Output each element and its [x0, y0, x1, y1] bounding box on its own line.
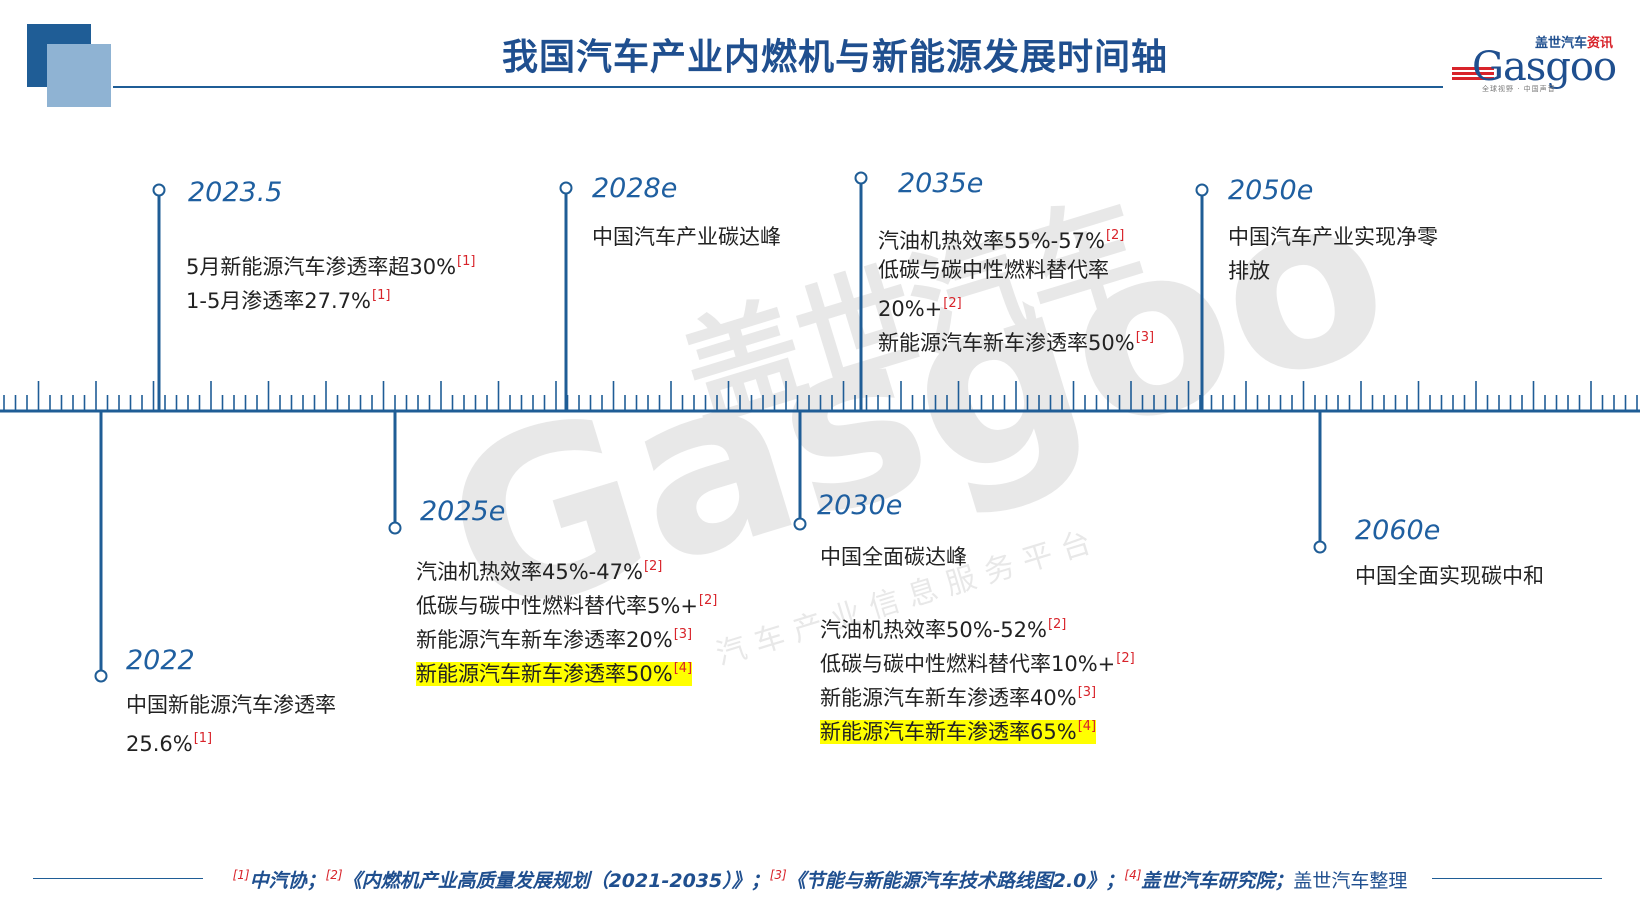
marker-e2035	[854, 171, 868, 185]
event-line: 新能源汽车新车渗透率40%[3]	[820, 676, 1135, 710]
event-line-text: 新能源汽车新车渗透率40%[3]	[820, 685, 1097, 710]
event-text-2028e: 中国汽车产业碳达峰	[592, 220, 781, 254]
logo-en-text: Gasgoo	[1472, 44, 1617, 90]
reference-marker: [4]	[673, 661, 693, 676]
event-line-text: 中国汽车产业实现净零	[1228, 225, 1438, 249]
reference-marker: [4]	[1077, 719, 1097, 734]
reference-marker: [1]	[193, 731, 213, 746]
event-line: 5月新能源汽车渗透率超30%[1]	[186, 245, 475, 279]
marker-e2060	[1313, 540, 1327, 554]
event-line-text: 新能源汽车新车渗透率50%[4]	[416, 661, 693, 686]
event-line: 排放	[1228, 254, 1438, 288]
reference-marker: [3]	[1077, 685, 1097, 700]
event-line: 低碳与碳中性燃料替代率10%+[2]	[820, 642, 1135, 676]
event-line: 低碳与碳中性燃料替代率5%+[2]	[416, 584, 717, 618]
event-line-text: 新能源汽车新车渗透率50%[3]	[878, 330, 1155, 355]
marker-e2050	[1195, 183, 1209, 197]
event-line: 新能源汽车新车渗透率50%[3]	[878, 321, 1154, 355]
logo-slogan: 全球视野 · 中国声音	[1482, 85, 1556, 93]
event-line: 25.6%[1]	[126, 722, 336, 756]
event-line: 中国汽车产业碳达峰	[592, 220, 781, 254]
event-line-text: 低碳与碳中性燃料替代率10%+[2]	[820, 651, 1135, 676]
event-line-text: 中国汽车产业碳达峰	[592, 225, 781, 249]
reference-marker: [2]	[698, 593, 718, 608]
gasgoo-logo: 盖世汽车资讯 Gasgoo 全球视野 · 中国声音	[1450, 26, 1625, 96]
event-line	[820, 574, 1135, 608]
event-line: 中国全面实现碳中和	[1355, 559, 1544, 593]
event-line: 新能源汽车新车渗透率50%[4]	[416, 652, 717, 686]
year-label-2025e: 2025e	[420, 496, 506, 527]
source-footer: [1]中汽协；[2]《内燃机产业高质量发展规划（2021-2035）》；[3]《…	[232, 868, 1408, 892]
event-line-text: 新能源汽车新车渗透率65%[4]	[820, 719, 1097, 744]
event-line: 中国全面碳达峰	[820, 540, 1135, 574]
event-line-text: 5月新能源汽车渗透率超30%[1]	[186, 254, 476, 279]
event-line: 低碳与碳中性燃料替代率	[878, 253, 1154, 287]
year-label-2028e: 2028e	[592, 173, 678, 204]
reference-marker: [1]	[372, 288, 391, 303]
event-line-text: 25.6%[1]	[126, 731, 213, 756]
marker-e2022	[94, 669, 108, 683]
footer-rule-left	[33, 878, 203, 879]
event-text-2025e: 汽油机热效率45%-47%[2] 低碳与碳中性燃料替代率5%+[2] 新能源汽车新车…	[416, 550, 717, 686]
footer-rule-right	[1432, 878, 1602, 879]
event-line-text: 20%+[2]	[878, 296, 962, 321]
year-label-2022: 2022	[126, 645, 195, 676]
reference-marker: [2]	[1047, 617, 1067, 632]
logo-cn-text: 盖世汽车资讯	[1534, 36, 1613, 51]
title-underline	[113, 86, 1443, 88]
event-line: 新能源汽车新车渗透率20%[3]	[416, 618, 717, 652]
event-line: 汽油机热效率45%-47%[2]	[416, 550, 717, 584]
reference-marker: [3]	[1135, 330, 1155, 345]
event-line: 中国汽车产业实现净零	[1228, 220, 1438, 254]
reference-marker: [2]	[943, 296, 962, 311]
event-text-2035e: 汽油机热效率55%-57%[2] 低碳与碳中性燃料替代率 20%+[2] 新能源汽车新…	[878, 219, 1154, 355]
year-label-2060e: 2060e	[1355, 515, 1441, 546]
reference-marker: [1]	[457, 254, 476, 269]
year-label-2035e: 2035e	[898, 168, 984, 199]
reference-marker: [3]	[673, 627, 693, 642]
event-line-text: 中国全面碳达峰	[820, 545, 967, 569]
event-line: 汽油机热效率55%-57%[2]	[878, 219, 1154, 253]
marker-e20235	[152, 183, 166, 197]
event-line: 新能源汽车新车渗透率65%[4]	[820, 710, 1135, 744]
event-text-2060e: 中国全面实现碳中和	[1355, 559, 1544, 593]
event-text-2022: 中国新能源汽车渗透率 25.6%[1]	[126, 688, 336, 756]
event-line-text: 中国全面实现碳中和	[1355, 564, 1544, 588]
year-label-2050e: 2050e	[1228, 175, 1314, 206]
logo-stripes	[1452, 67, 1494, 81]
event-text-2023-5: 5月新能源汽车渗透率超30%[1] 1-5月渗透率27.7%[1]	[186, 245, 475, 313]
event-line-text: 排放	[1228, 259, 1270, 283]
marker-e2030	[793, 517, 807, 531]
event-line-text: 汽油机热效率50%-52%[2]	[820, 617, 1067, 642]
event-line: 中国新能源汽车渗透率	[126, 688, 336, 722]
reference-marker: [2]	[1116, 651, 1135, 666]
event-line-text: 低碳与碳中性燃料替代率	[878, 258, 1109, 282]
event-line: 20%+[2]	[878, 287, 1154, 321]
event-line: 1-5月渗透率27.7%[1]	[186, 279, 475, 313]
event-line-text: 1-5月渗透率27.7%[1]	[186, 288, 391, 313]
marker-e2028	[559, 181, 573, 195]
event-line-text: 低碳与碳中性燃料替代率5%+[2]	[416, 593, 718, 618]
reference-marker: [2]	[643, 559, 663, 574]
year-label-2023-5: 2023.5	[188, 177, 283, 208]
event-text-2050e: 中国汽车产业实现净零 排放	[1228, 220, 1438, 288]
reference-marker: [2]	[1105, 228, 1125, 243]
marker-e2025	[388, 521, 402, 535]
event-line-text: 新能源汽车新车渗透率20%[3]	[416, 627, 693, 652]
year-label-2030e: 2030e	[817, 490, 903, 521]
corner-block-light	[47, 44, 111, 107]
event-line: 汽油机热效率50%-52%[2]	[820, 608, 1135, 642]
event-line-text: 汽油机热效率55%-57%[2]	[878, 228, 1125, 253]
event-line-text: 汽油机热效率45%-47%[2]	[416, 559, 663, 584]
event-text-2030e: 中国全面碳达峰汽油机热效率50%-52%[2] 低碳与碳中性燃料替代率10%+[2…	[820, 540, 1135, 744]
page-title: 我国汽车产业内燃机与新能源发展时间轴	[501, 37, 1168, 78]
event-line-text: 中国新能源汽车渗透率	[126, 693, 336, 717]
